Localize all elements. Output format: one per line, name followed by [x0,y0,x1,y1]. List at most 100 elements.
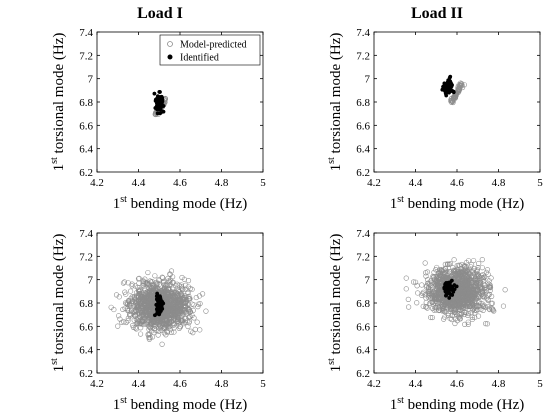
data-point-predicted [453,301,459,308]
data-point-predicted [428,314,434,321]
x-tick-label: 5 [260,177,266,189]
data-point-predicted [476,300,482,306]
x-tick-label: 4.8 [215,378,229,390]
data-point-predicted [480,276,486,282]
data-point-predicted [161,281,167,288]
data-point-identified [156,311,161,316]
scatter-panel-3: 4.2 4.4 4.6 4.8 5 6.2 6.4 6.6 6.8 7 7.2 7.4 1st bend… [49,228,266,413]
data-point-predicted [145,290,151,296]
scatter-panel-2: 4.2 4.4 4.6 4.8 5 6.2 6.4 6.6 6.8 7 7.2 7.4 1st bend… [326,27,543,212]
data-point-predicted [151,321,158,327]
series-model-predicted [403,257,508,327]
data-point-predicted [403,286,409,292]
data-point-predicted [454,262,460,269]
x-tick-label: 4.2 [90,177,104,189]
data-point-predicted [154,316,160,322]
data-point-predicted [164,290,170,297]
data-point-predicted [453,268,459,274]
data-point-predicted [166,317,173,323]
data-point-predicted [116,294,122,300]
data-point-identified [160,299,165,304]
data-point-predicted [185,278,192,284]
data-point-predicted [156,328,162,334]
data-point-predicted [429,298,436,305]
data-point-predicted [458,304,464,310]
data-point-predicted [472,292,478,298]
data-point-identified [446,280,451,285]
data-point-identified [448,74,453,79]
x-tick-label: 4.2 [367,177,381,189]
data-point-identified [450,83,454,87]
data-point-identified [443,285,448,290]
data-point-predicted [136,275,142,281]
data-point-predicted [455,275,461,281]
data-point-predicted [185,289,191,295]
data-point-predicted [171,329,177,335]
data-point-predicted [474,287,480,293]
data-point-predicted [137,331,144,337]
data-point-predicted [427,300,433,306]
data-point-predicted [488,275,494,281]
series-model-predicted [447,80,467,106]
y-tick-label: 7 [88,74,94,86]
y-axis-label: 1st torsional mode (Hz) [49,33,67,172]
data-point-predicted [161,330,167,336]
data-point-predicted [155,332,161,338]
data-point-predicted [456,294,462,300]
data-point-predicted [170,306,176,312]
data-point-predicted [469,295,476,301]
data-point-predicted [131,294,137,301]
data-point-predicted [462,295,468,301]
data-point-predicted [456,272,462,278]
x-tick-label: 4.6 [450,177,464,189]
data-point-predicted [186,296,192,302]
data-point-predicted [473,283,480,289]
data-point-predicted [483,321,489,327]
y-tick-label: 6.6 [356,321,370,333]
data-point-predicted [465,319,471,325]
data-point-predicted [475,313,482,319]
data-point-predicted [457,282,464,288]
y-tick-label: 6.8 [79,298,93,310]
y-tick-label: 7.2 [79,251,93,263]
data-point-predicted [171,295,178,301]
data-point-predicted [115,323,121,329]
y-tick-label: 7 [365,275,371,287]
data-point-predicted [119,319,125,325]
data-point-predicted [160,316,166,322]
data-point-predicted [475,306,481,312]
data-point-identified [448,283,453,288]
data-point-predicted [179,274,185,281]
data-point-predicted [189,312,195,319]
series-model-predicted [108,268,209,347]
data-point-predicted [473,271,480,277]
series-identified [152,291,166,318]
series-identified [442,278,459,300]
data-point-predicted [490,307,496,313]
data-point-predicted [472,295,478,301]
data-point-predicted [500,303,507,309]
data-point-predicted [166,320,173,326]
data-point-predicted [433,305,439,311]
data-point-identified [157,111,162,116]
data-point-predicted [154,282,160,288]
data-point-predicted [452,296,458,302]
data-point-predicted [450,98,456,105]
data-point-predicted [471,286,477,292]
data-point-predicted [430,275,436,281]
data-point-predicted [429,296,436,302]
data-point-predicted [429,293,435,299]
data-point-predicted [127,301,133,308]
y-tick-label: 7.2 [356,50,370,62]
y-tick-label: 7.4 [79,27,93,39]
data-point-predicted [435,299,442,305]
data-point-predicted [170,274,176,280]
data-point-predicted [465,321,471,327]
data-point-predicted [479,265,485,271]
data-point-predicted [160,321,166,327]
y-tick-label: 6.8 [356,97,370,109]
y-tick-label: 7.2 [356,251,370,263]
y-tick-label: 7.4 [356,228,370,240]
data-point-predicted [165,275,171,282]
data-point-predicted [473,280,479,286]
